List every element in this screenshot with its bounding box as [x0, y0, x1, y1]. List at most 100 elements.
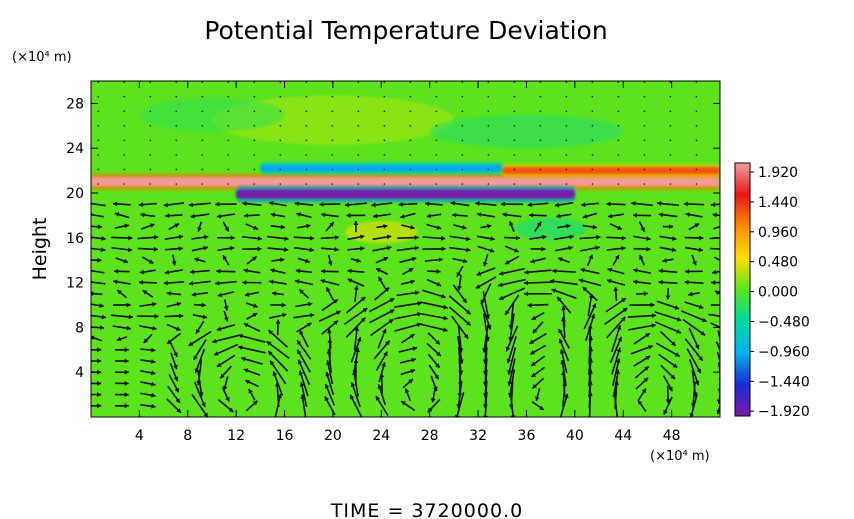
wind-dot [539, 168, 542, 171]
wind-arrow [557, 257, 571, 264]
wind-arrow [394, 311, 422, 320]
wind-arrow [375, 395, 389, 416]
wind-arrow [530, 366, 545, 378]
wind-dot [461, 154, 464, 156]
wind-arrow [91, 347, 102, 353]
wind-dot [643, 139, 646, 142]
wind-arrow [714, 290, 720, 295]
wind-arrow [530, 257, 546, 264]
wind-dot [617, 168, 620, 171]
wind-arrow [347, 246, 365, 251]
wind-dot [227, 125, 230, 127]
wind-arrow [583, 303, 597, 330]
wind-dot [305, 125, 308, 127]
wind-arrow [712, 212, 720, 218]
y-tick-label: 24 [66, 141, 84, 157]
wind-dot [149, 168, 152, 171]
wind-arrow [373, 213, 391, 219]
wind-arrow [529, 212, 547, 218]
wind-arrow [606, 278, 626, 286]
wind-arrow [377, 384, 387, 406]
wind-arrow [691, 370, 698, 397]
y-tick-label: 20 [66, 186, 84, 202]
x-tick-label: 24 [372, 428, 390, 444]
colorbar-tick-label: −1.920 [758, 404, 810, 420]
wind-arrow [508, 313, 515, 342]
wind-arrow [633, 279, 651, 285]
colorbar-tick-label: −0.480 [758, 315, 810, 331]
wind-arrow [396, 245, 420, 252]
wind-arrow [325, 221, 335, 232]
wind-arrow [713, 225, 720, 230]
wind-arrow [299, 382, 308, 408]
wind-dot [123, 110, 126, 113]
wind-arrow [246, 255, 258, 265]
y-tick-label: 8 [75, 320, 84, 336]
wind-arrow [166, 301, 182, 308]
temperature-field [91, 95, 720, 244]
wind-dot [331, 168, 334, 171]
wind-arrow [297, 359, 311, 386]
wind-dot [695, 168, 698, 171]
wind-dot [409, 95, 412, 98]
wind-dot [123, 168, 126, 171]
wind-arrow [632, 268, 651, 274]
wind-arrow [294, 279, 313, 286]
wind-arrow [275, 319, 281, 336]
wind-dot [591, 110, 594, 113]
wind-dot [461, 139, 464, 142]
wind-arrow [213, 343, 239, 356]
wind-arrow [531, 401, 545, 411]
wind-arrow [293, 235, 315, 241]
colorbar-tick-label: 0.480 [758, 255, 798, 271]
wind-dot [565, 154, 568, 156]
wind-arrow [167, 385, 181, 404]
wind-dot [487, 110, 490, 113]
wind-arrow [420, 323, 448, 333]
wind-dot [669, 81, 672, 83]
wind-arrow [509, 221, 515, 233]
wind-arrow [658, 212, 678, 218]
wind-arrow [534, 221, 542, 232]
wind-dot [513, 110, 516, 113]
wind-arrow [192, 339, 207, 361]
colorbar-tick-label: −0.960 [758, 344, 810, 360]
wind-arrow [688, 359, 700, 386]
wind-arrow [241, 235, 262, 241]
wind-dot [253, 81, 256, 83]
wind-arrow [605, 297, 627, 313]
wind-arrow [396, 290, 420, 297]
wind-dot [253, 168, 256, 171]
wind-arrow [113, 302, 131, 308]
wind-arrow [114, 369, 129, 375]
wind-arrow [425, 201, 443, 207]
wind-dot [643, 168, 646, 171]
field-patch [139, 97, 285, 132]
x-axis-units: (×10⁴ m) [650, 449, 710, 464]
wind-arrow [91, 392, 102, 398]
wind-arrow [191, 291, 209, 297]
wind-arrow [402, 378, 414, 389]
wind-arrow [267, 350, 289, 372]
wind-arrow [267, 329, 288, 348]
wind-dot [279, 95, 282, 98]
wind-arrow [142, 289, 154, 298]
wind-arrow [217, 235, 235, 241]
wind-arrow [166, 323, 181, 331]
wind-arrow [217, 291, 235, 298]
wind-arrow [369, 297, 395, 313]
wind-arrow [498, 287, 526, 301]
wind-dot [227, 183, 230, 185]
wind-arrow [422, 235, 446, 241]
wind-dot [175, 154, 178, 156]
wind-arrow [637, 399, 647, 412]
wind-arrow [166, 332, 182, 345]
wind-dot [97, 125, 100, 127]
wind-arrow [137, 246, 158, 252]
wind-dot [669, 183, 672, 185]
wind-dot [383, 154, 386, 156]
wind-arrow [371, 202, 393, 208]
wind-arrow [506, 336, 517, 364]
field-band [91, 177, 720, 187]
y-tick-label: 12 [66, 276, 84, 292]
